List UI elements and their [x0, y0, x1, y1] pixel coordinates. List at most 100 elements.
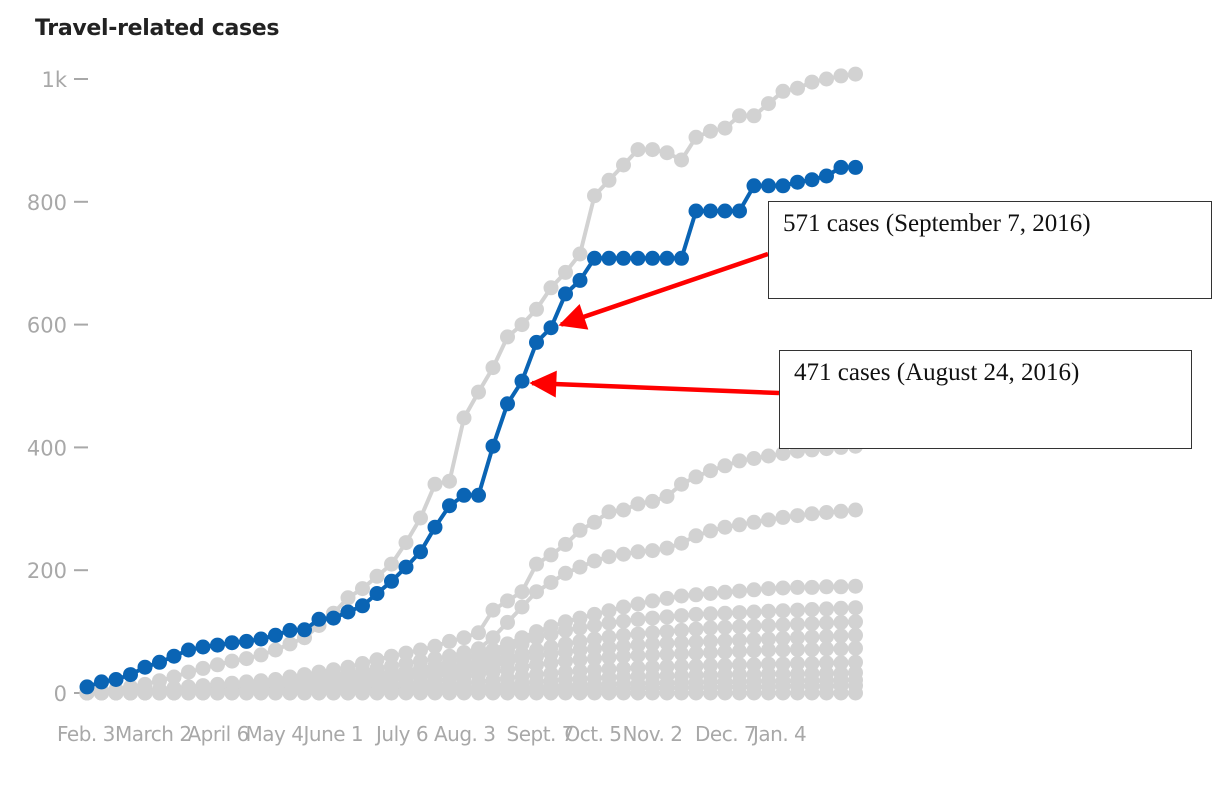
data-point	[572, 559, 588, 575]
data-point	[659, 489, 675, 504]
data-point	[442, 633, 457, 649]
data-point	[398, 645, 414, 661]
data-point	[239, 685, 254, 701]
data-point	[587, 685, 602, 701]
annotation-arrow	[558, 251, 769, 330]
data-point	[833, 503, 849, 519]
data-point	[833, 655, 849, 671]
data-point	[775, 83, 791, 99]
data-point	[703, 633, 718, 649]
data-point	[268, 642, 283, 658]
data-point	[717, 120, 733, 136]
highlight-point	[804, 172, 820, 188]
data-point	[601, 172, 617, 188]
data-point	[703, 123, 718, 139]
series-path	[86, 72, 856, 694]
data-point	[543, 655, 559, 671]
data-point	[848, 614, 863, 630]
data-point	[688, 606, 704, 622]
data-point	[587, 514, 602, 530]
data-point	[659, 540, 675, 556]
data-point	[761, 631, 776, 647]
highlight-point	[210, 637, 225, 653]
data-point	[427, 685, 443, 701]
data-point	[790, 579, 805, 595]
data-point	[529, 685, 544, 701]
data-point	[659, 145, 675, 161]
other-series-group	[79, 66, 863, 701]
y-tick-label: 1k	[41, 68, 67, 92]
data-point	[717, 685, 733, 701]
data-point	[630, 544, 646, 560]
data-point	[413, 642, 428, 658]
data-point	[630, 611, 646, 627]
data-point	[485, 602, 501, 618]
highlight-point	[268, 627, 283, 643]
data-point	[587, 651, 602, 667]
data-point	[703, 523, 718, 539]
x-tick-label: Jan. 4	[751, 722, 806, 746]
data-point	[674, 622, 689, 638]
data-point	[601, 615, 617, 631]
highlight-point	[398, 559, 414, 575]
data-point	[572, 620, 588, 636]
annotation-arrow	[529, 370, 780, 398]
data-point	[819, 579, 834, 595]
data-point	[775, 617, 791, 633]
data-point	[630, 637, 646, 653]
data-point	[282, 636, 298, 652]
data-point	[616, 648, 631, 664]
data-point	[645, 647, 660, 663]
highlight-point	[500, 396, 515, 412]
data-point	[674, 685, 689, 701]
highlight-point	[645, 250, 660, 266]
data-point	[543, 626, 559, 642]
data-point	[717, 584, 733, 600]
data-point	[674, 588, 689, 604]
highlight-point	[601, 250, 617, 266]
data-point	[442, 473, 457, 489]
data-point	[616, 502, 631, 518]
data-point	[485, 685, 501, 701]
highlight-point	[442, 498, 457, 514]
data-point	[601, 504, 617, 520]
data-point	[848, 502, 863, 518]
data-point	[674, 608, 689, 624]
data-point	[369, 568, 385, 584]
data-point	[732, 108, 747, 124]
data-point	[645, 493, 660, 509]
x-tick-label: Aug. 3	[434, 722, 496, 746]
callout-september: 571 cases (September 7, 2016)	[768, 201, 1212, 299]
data-point	[848, 654, 863, 670]
data-point	[195, 685, 211, 701]
data-point	[384, 685, 399, 701]
data-point	[833, 628, 849, 644]
data-point	[688, 685, 704, 701]
data-point	[703, 463, 718, 479]
highlight-point	[456, 487, 472, 503]
data-point	[746, 685, 762, 701]
data-point	[500, 593, 515, 609]
data-point	[746, 108, 762, 124]
data-point	[804, 579, 820, 595]
highlight-point	[529, 334, 544, 350]
y-axis: 0 200 400 600 800 1k	[27, 68, 88, 706]
data-point	[630, 685, 646, 701]
data-point	[630, 648, 646, 663]
data-point	[804, 74, 820, 90]
data-point	[833, 600, 849, 616]
data-point	[616, 157, 631, 173]
highlight-point	[587, 250, 602, 266]
data-point	[340, 685, 356, 701]
data-point	[601, 603, 617, 619]
data-point	[398, 535, 414, 551]
data-point	[688, 129, 704, 145]
y-tick-label: 800	[27, 191, 67, 215]
data-point	[746, 632, 762, 648]
data-point	[732, 453, 747, 469]
data-point	[456, 685, 472, 701]
x-tick-label: Feb. 3	[57, 722, 115, 746]
data-point	[181, 664, 196, 680]
data-point	[688, 645, 704, 661]
data-point	[500, 329, 515, 345]
